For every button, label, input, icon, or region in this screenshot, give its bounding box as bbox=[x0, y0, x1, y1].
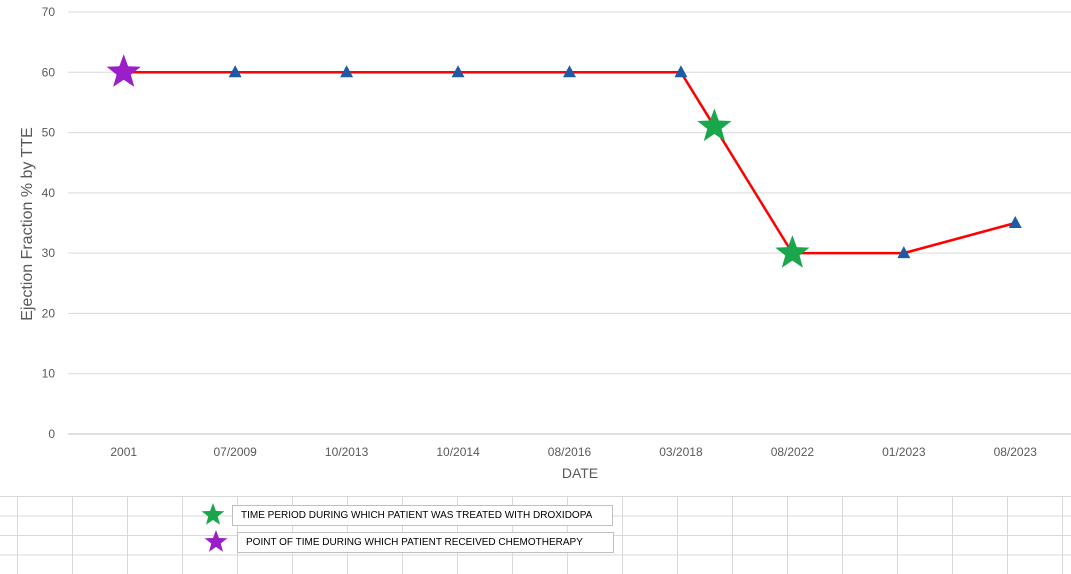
y-tick-label: 10 bbox=[42, 367, 56, 381]
data-point-marker bbox=[1008, 216, 1022, 228]
series-line bbox=[123, 71, 1016, 255]
x-tick-label: 2001 bbox=[110, 445, 137, 459]
x-tick-label: 07/2009 bbox=[213, 445, 257, 459]
data-point-marker bbox=[340, 65, 354, 78]
y-tick-label: 0 bbox=[48, 427, 55, 441]
y-tick-label: 60 bbox=[42, 65, 56, 79]
data-point-marker bbox=[563, 65, 576, 78]
x-tick-label: 08/2023 bbox=[994, 445, 1038, 459]
ejection-fraction-chart: 0 10 20 30 40 50 60 70 2001 07/2009 10/2013 10/201… bbox=[19, 5, 1071, 481]
legend-label-chemotherapy: POINT OF TIME DURING WHICH PATIENT RECEI… bbox=[237, 531, 614, 553]
x-tick-label: 08/2022 bbox=[771, 445, 815, 459]
y-axis-title: Ejection Fraction % by TTE bbox=[19, 127, 36, 321]
purple-star-shape bbox=[106, 54, 141, 87]
annotation-stars bbox=[106, 54, 810, 268]
y-tick-label: 30 bbox=[42, 246, 56, 260]
green-star-icon bbox=[201, 503, 225, 525]
x-tick-label: 01/2023 bbox=[882, 445, 926, 459]
x-tick-label: 10/2014 bbox=[436, 445, 480, 459]
x-tick-label: 03/2018 bbox=[659, 445, 703, 459]
legend-item-chemotherapy: POINT OF TIME DURING WHICH PATIENT RECEI… bbox=[203, 529, 614, 555]
y-tick-label: 40 bbox=[42, 186, 56, 200]
legend-item-droxidopa: TIME PERIOD DURING WHICH PATIENT WAS TRE… bbox=[200, 502, 614, 528]
data-point-marker bbox=[228, 65, 242, 78]
data-markers bbox=[228, 65, 1022, 259]
y-tick-label: 70 bbox=[42, 5, 56, 19]
y-tick-label: 20 bbox=[42, 306, 56, 320]
data-point-marker bbox=[674, 65, 688, 78]
green-star-shape bbox=[775, 235, 810, 268]
y-tick-labels: 0 10 20 30 40 50 60 70 bbox=[42, 5, 56, 441]
green-star-icon bbox=[697, 108, 732, 142]
y-tick-label: 50 bbox=[42, 126, 56, 140]
purple-star-icon bbox=[204, 530, 228, 552]
data-point-marker bbox=[451, 65, 465, 78]
x-tick-label: 08/2016 bbox=[548, 445, 592, 459]
data-point-marker bbox=[897, 246, 911, 259]
purple-star-icon bbox=[106, 54, 141, 87]
series-line-path bbox=[123, 71, 1016, 255]
x-axis-title: DATE bbox=[562, 465, 598, 481]
x-tick-labels: 2001 07/2009 10/2013 10/2014 08/2016 03/2018 0… bbox=[110, 445, 1037, 459]
x-tick-label: 10/2013 bbox=[325, 445, 369, 459]
green-star-shape bbox=[697, 108, 732, 142]
green-star-icon bbox=[775, 235, 810, 268]
legend-label-droxidopa: TIME PERIOD DURING WHICH PATIENT WAS TRE… bbox=[232, 504, 614, 526]
